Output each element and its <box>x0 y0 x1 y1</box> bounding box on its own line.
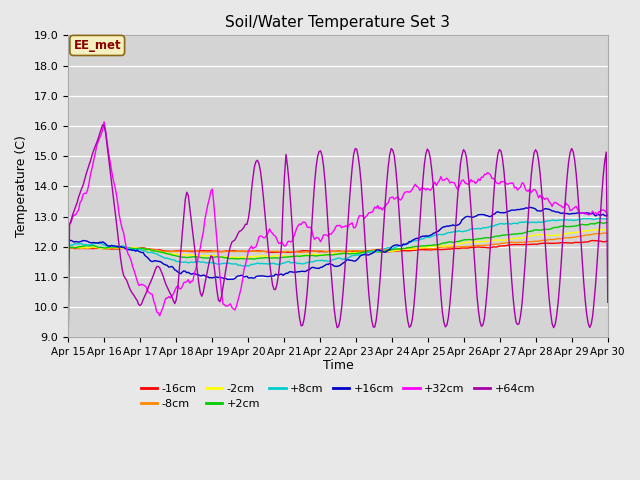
Y-axis label: Temperature (C): Temperature (C) <box>15 135 28 237</box>
+32cm <box>132 273 140 279</box>
+8cm <box>253 260 261 266</box>
-8cm <box>600 230 607 236</box>
Line: -16cm: -16cm <box>68 240 608 252</box>
+32cm <box>255 234 263 240</box>
Line: -8cm: -8cm <box>68 233 608 252</box>
+8cm <box>584 216 592 221</box>
Line: +64cm: +64cm <box>68 125 608 355</box>
+64cm <box>64 352 72 358</box>
+2cm <box>253 255 261 261</box>
+32cm <box>246 246 254 252</box>
+16cm <box>131 247 138 253</box>
+2cm <box>225 255 233 261</box>
+8cm <box>131 247 138 252</box>
+16cm <box>223 276 231 282</box>
+2cm <box>596 219 604 225</box>
+8cm <box>241 264 249 269</box>
Line: +32cm: +32cm <box>68 122 608 316</box>
-8cm <box>301 249 309 254</box>
-2cm <box>593 227 601 232</box>
Line: +2cm: +2cm <box>68 222 608 259</box>
+64cm <box>575 210 583 216</box>
+16cm <box>244 275 252 281</box>
+64cm <box>244 215 252 221</box>
+8cm <box>225 260 233 266</box>
-8cm <box>131 246 138 252</box>
+2cm <box>604 219 612 225</box>
-16cm <box>589 238 596 243</box>
-8cm <box>604 230 612 236</box>
+64cm <box>604 300 612 305</box>
+8cm <box>244 263 252 269</box>
-2cm <box>575 229 583 235</box>
+8cm <box>64 242 72 248</box>
+16cm <box>577 210 584 216</box>
-2cm <box>604 227 612 232</box>
-16cm <box>225 248 233 254</box>
-2cm <box>301 252 309 258</box>
X-axis label: Time: Time <box>323 359 353 372</box>
+32cm <box>100 119 108 125</box>
+64cm <box>132 296 140 301</box>
-16cm <box>64 245 72 251</box>
Legend: -16cm, -8cm, -2cm, +2cm, +8cm, +16cm, +32cm, +64cm: -16cm, -8cm, -2cm, +2cm, +8cm, +16cm, +3… <box>136 379 540 414</box>
-2cm <box>244 254 252 260</box>
-8cm <box>575 234 583 240</box>
+2cm <box>243 256 251 262</box>
+32cm <box>156 313 164 319</box>
Line: +16cm: +16cm <box>68 207 608 279</box>
-8cm <box>225 248 233 254</box>
-2cm <box>64 245 72 251</box>
-8cm <box>243 248 251 254</box>
-16cm <box>575 240 583 245</box>
+16cm <box>301 269 309 275</box>
-8cm <box>252 249 260 254</box>
+32cm <box>228 305 236 311</box>
+16cm <box>64 237 72 243</box>
-16cm <box>131 245 138 251</box>
+2cm <box>301 252 309 258</box>
-8cm <box>297 250 305 255</box>
+32cm <box>604 212 612 218</box>
+8cm <box>575 217 583 223</box>
-16cm <box>267 250 275 255</box>
Title: Soil/Water Temperature Set 3: Soil/Water Temperature Set 3 <box>225 15 451 30</box>
+64cm <box>99 122 106 128</box>
-16cm <box>243 249 251 254</box>
+16cm <box>604 213 612 218</box>
+2cm <box>251 256 259 262</box>
+16cm <box>253 273 261 279</box>
-2cm <box>225 255 233 261</box>
-16cm <box>604 239 612 244</box>
+8cm <box>604 216 612 222</box>
-2cm <box>232 255 240 261</box>
-16cm <box>301 248 309 253</box>
Line: -2cm: -2cm <box>68 229 608 258</box>
+16cm <box>227 276 234 282</box>
+64cm <box>227 243 234 249</box>
+2cm <box>64 244 72 250</box>
+32cm <box>303 224 311 230</box>
+32cm <box>577 210 584 216</box>
+64cm <box>253 157 261 163</box>
+32cm <box>64 225 72 231</box>
+64cm <box>301 305 309 311</box>
-2cm <box>253 253 261 259</box>
+16cm <box>525 204 533 210</box>
-16cm <box>252 248 260 254</box>
+2cm <box>131 246 138 252</box>
Line: +8cm: +8cm <box>68 218 608 266</box>
+2cm <box>575 222 583 228</box>
-8cm <box>64 244 72 250</box>
Text: EE_met: EE_met <box>74 39 121 52</box>
+8cm <box>301 260 309 266</box>
-2cm <box>131 245 138 251</box>
